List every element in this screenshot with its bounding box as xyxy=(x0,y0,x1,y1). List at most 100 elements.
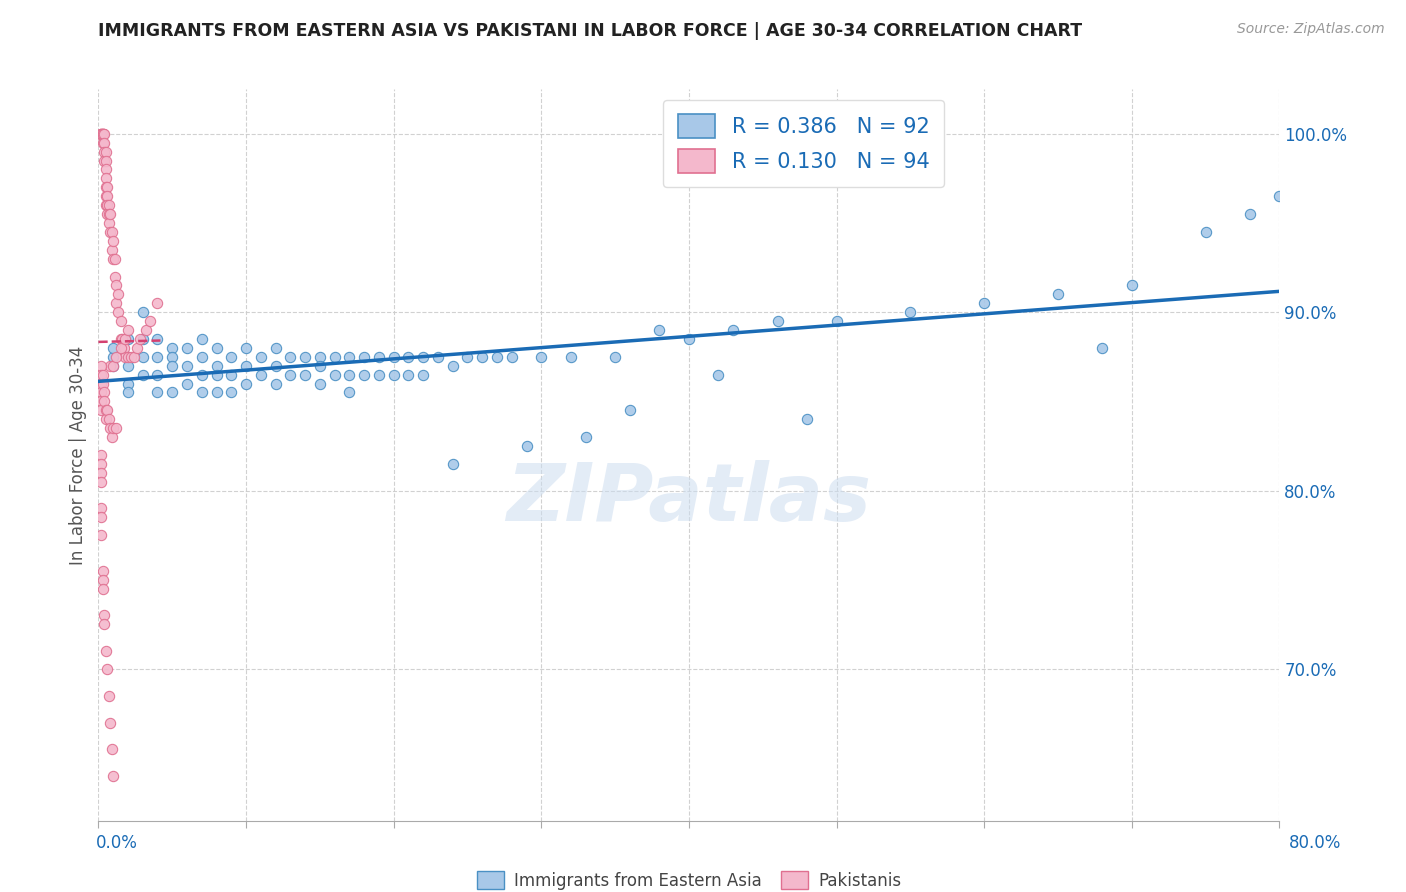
Point xyxy=(396,350,419,364)
Point xyxy=(205,368,228,382)
Point xyxy=(146,368,169,382)
Point xyxy=(176,341,198,355)
Point xyxy=(146,296,169,310)
Point xyxy=(105,350,128,364)
Point xyxy=(117,376,139,391)
Point xyxy=(90,368,112,382)
Point xyxy=(278,368,302,382)
Point xyxy=(766,314,789,328)
Point xyxy=(337,368,360,382)
Point xyxy=(162,341,183,355)
Text: 80.0%: 80.0% xyxy=(1289,834,1341,852)
Point xyxy=(132,305,155,319)
Point xyxy=(162,350,183,364)
Point xyxy=(382,368,405,382)
Point xyxy=(93,136,115,150)
Point xyxy=(309,359,332,373)
Point xyxy=(132,368,155,382)
Point xyxy=(117,323,139,337)
Point xyxy=(93,617,115,632)
Point xyxy=(427,350,450,364)
Point xyxy=(114,332,136,346)
Point xyxy=(721,323,744,337)
Point xyxy=(94,412,117,426)
Point xyxy=(412,368,434,382)
Point xyxy=(98,421,121,435)
Point xyxy=(103,234,125,248)
Point xyxy=(146,385,169,400)
Point xyxy=(176,376,198,391)
Point xyxy=(97,198,120,212)
Point xyxy=(1195,225,1218,239)
Point xyxy=(91,573,114,587)
Point xyxy=(93,385,115,400)
Point xyxy=(235,376,257,391)
Point xyxy=(146,332,169,346)
Point xyxy=(100,430,122,444)
Point xyxy=(368,368,391,382)
Point xyxy=(90,510,112,524)
Point xyxy=(93,394,115,409)
Point xyxy=(90,127,112,141)
Point xyxy=(103,359,125,373)
Point xyxy=(205,359,228,373)
Point xyxy=(574,430,596,444)
Point xyxy=(97,207,120,221)
Point xyxy=(471,350,494,364)
Point xyxy=(103,359,125,373)
Point xyxy=(93,608,115,623)
Point xyxy=(110,314,132,328)
Point xyxy=(91,127,114,141)
Point xyxy=(91,127,114,141)
Point xyxy=(105,278,128,293)
Point xyxy=(796,412,818,426)
Point xyxy=(90,394,112,409)
Point xyxy=(94,171,117,186)
Point xyxy=(94,403,117,417)
Point xyxy=(250,350,273,364)
Point xyxy=(353,368,375,382)
Point xyxy=(162,385,183,400)
Point xyxy=(90,359,112,373)
Point xyxy=(91,582,114,596)
Point xyxy=(191,350,214,364)
Point xyxy=(98,207,121,221)
Point xyxy=(146,350,169,364)
Text: 0.0%: 0.0% xyxy=(96,834,138,852)
Point xyxy=(97,689,120,703)
Point xyxy=(98,715,121,730)
Point xyxy=(96,207,118,221)
Point xyxy=(382,350,405,364)
Point xyxy=(486,350,509,364)
Point xyxy=(353,350,375,364)
Point xyxy=(309,376,332,391)
Point xyxy=(191,368,214,382)
Point xyxy=(900,305,922,319)
Point xyxy=(396,368,419,382)
Point xyxy=(94,198,117,212)
Text: IMMIGRANTS FROM EASTERN ASIA VS PAKISTANI IN LABOR FORCE | AGE 30-34 CORRELATION: IMMIGRANTS FROM EASTERN ASIA VS PAKISTAN… xyxy=(98,22,1083,40)
Point xyxy=(337,385,360,400)
Point xyxy=(93,153,115,168)
Point xyxy=(294,350,316,364)
Point xyxy=(90,528,112,542)
Point xyxy=(825,314,848,328)
Point xyxy=(91,368,114,382)
Point xyxy=(94,189,117,203)
Point xyxy=(264,359,287,373)
Point xyxy=(973,296,995,310)
Point xyxy=(219,385,242,400)
Point xyxy=(90,501,112,516)
Point xyxy=(96,198,118,212)
Point xyxy=(94,162,117,177)
Text: ZIPatlas: ZIPatlas xyxy=(506,459,872,538)
Point xyxy=(1046,287,1069,301)
Point xyxy=(294,368,316,382)
Legend: Immigrants from Eastern Asia, Pakistanis: Immigrants from Eastern Asia, Pakistanis xyxy=(470,864,908,892)
Point xyxy=(90,457,112,471)
Point xyxy=(412,350,434,364)
Point xyxy=(219,368,242,382)
Point xyxy=(309,350,332,364)
Point xyxy=(117,350,139,364)
Point xyxy=(96,189,118,203)
